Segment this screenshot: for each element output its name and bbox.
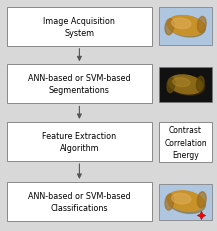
Ellipse shape	[173, 78, 190, 87]
FancyBboxPatch shape	[7, 65, 152, 104]
Ellipse shape	[172, 194, 191, 204]
Ellipse shape	[167, 78, 175, 93]
FancyBboxPatch shape	[159, 184, 212, 220]
Text: ANN-based or SVM-based
Segmentations: ANN-based or SVM-based Segmentations	[28, 74, 131, 95]
Ellipse shape	[196, 77, 204, 92]
Ellipse shape	[197, 17, 206, 33]
Ellipse shape	[167, 191, 204, 211]
Ellipse shape	[197, 192, 206, 208]
Ellipse shape	[165, 20, 174, 36]
Ellipse shape	[168, 192, 205, 213]
FancyBboxPatch shape	[159, 122, 212, 163]
Ellipse shape	[167, 16, 204, 36]
FancyBboxPatch shape	[159, 8, 212, 46]
FancyBboxPatch shape	[7, 122, 152, 161]
Ellipse shape	[168, 76, 205, 96]
Ellipse shape	[172, 19, 191, 29]
Ellipse shape	[168, 17, 205, 38]
Text: Contrast
Correlation
Energy: Contrast Correlation Energy	[164, 126, 207, 159]
Text: Image Acquisition
System: Image Acquisition System	[43, 17, 115, 37]
FancyBboxPatch shape	[7, 8, 152, 47]
FancyBboxPatch shape	[159, 67, 212, 103]
Text: ANN-based or SVM-based
Classifications: ANN-based or SVM-based Classifications	[28, 191, 131, 212]
Ellipse shape	[168, 76, 203, 94]
FancyBboxPatch shape	[7, 182, 152, 221]
Ellipse shape	[165, 194, 174, 210]
Text: Feature Extraction
Algorithm: Feature Extraction Algorithm	[42, 131, 117, 152]
